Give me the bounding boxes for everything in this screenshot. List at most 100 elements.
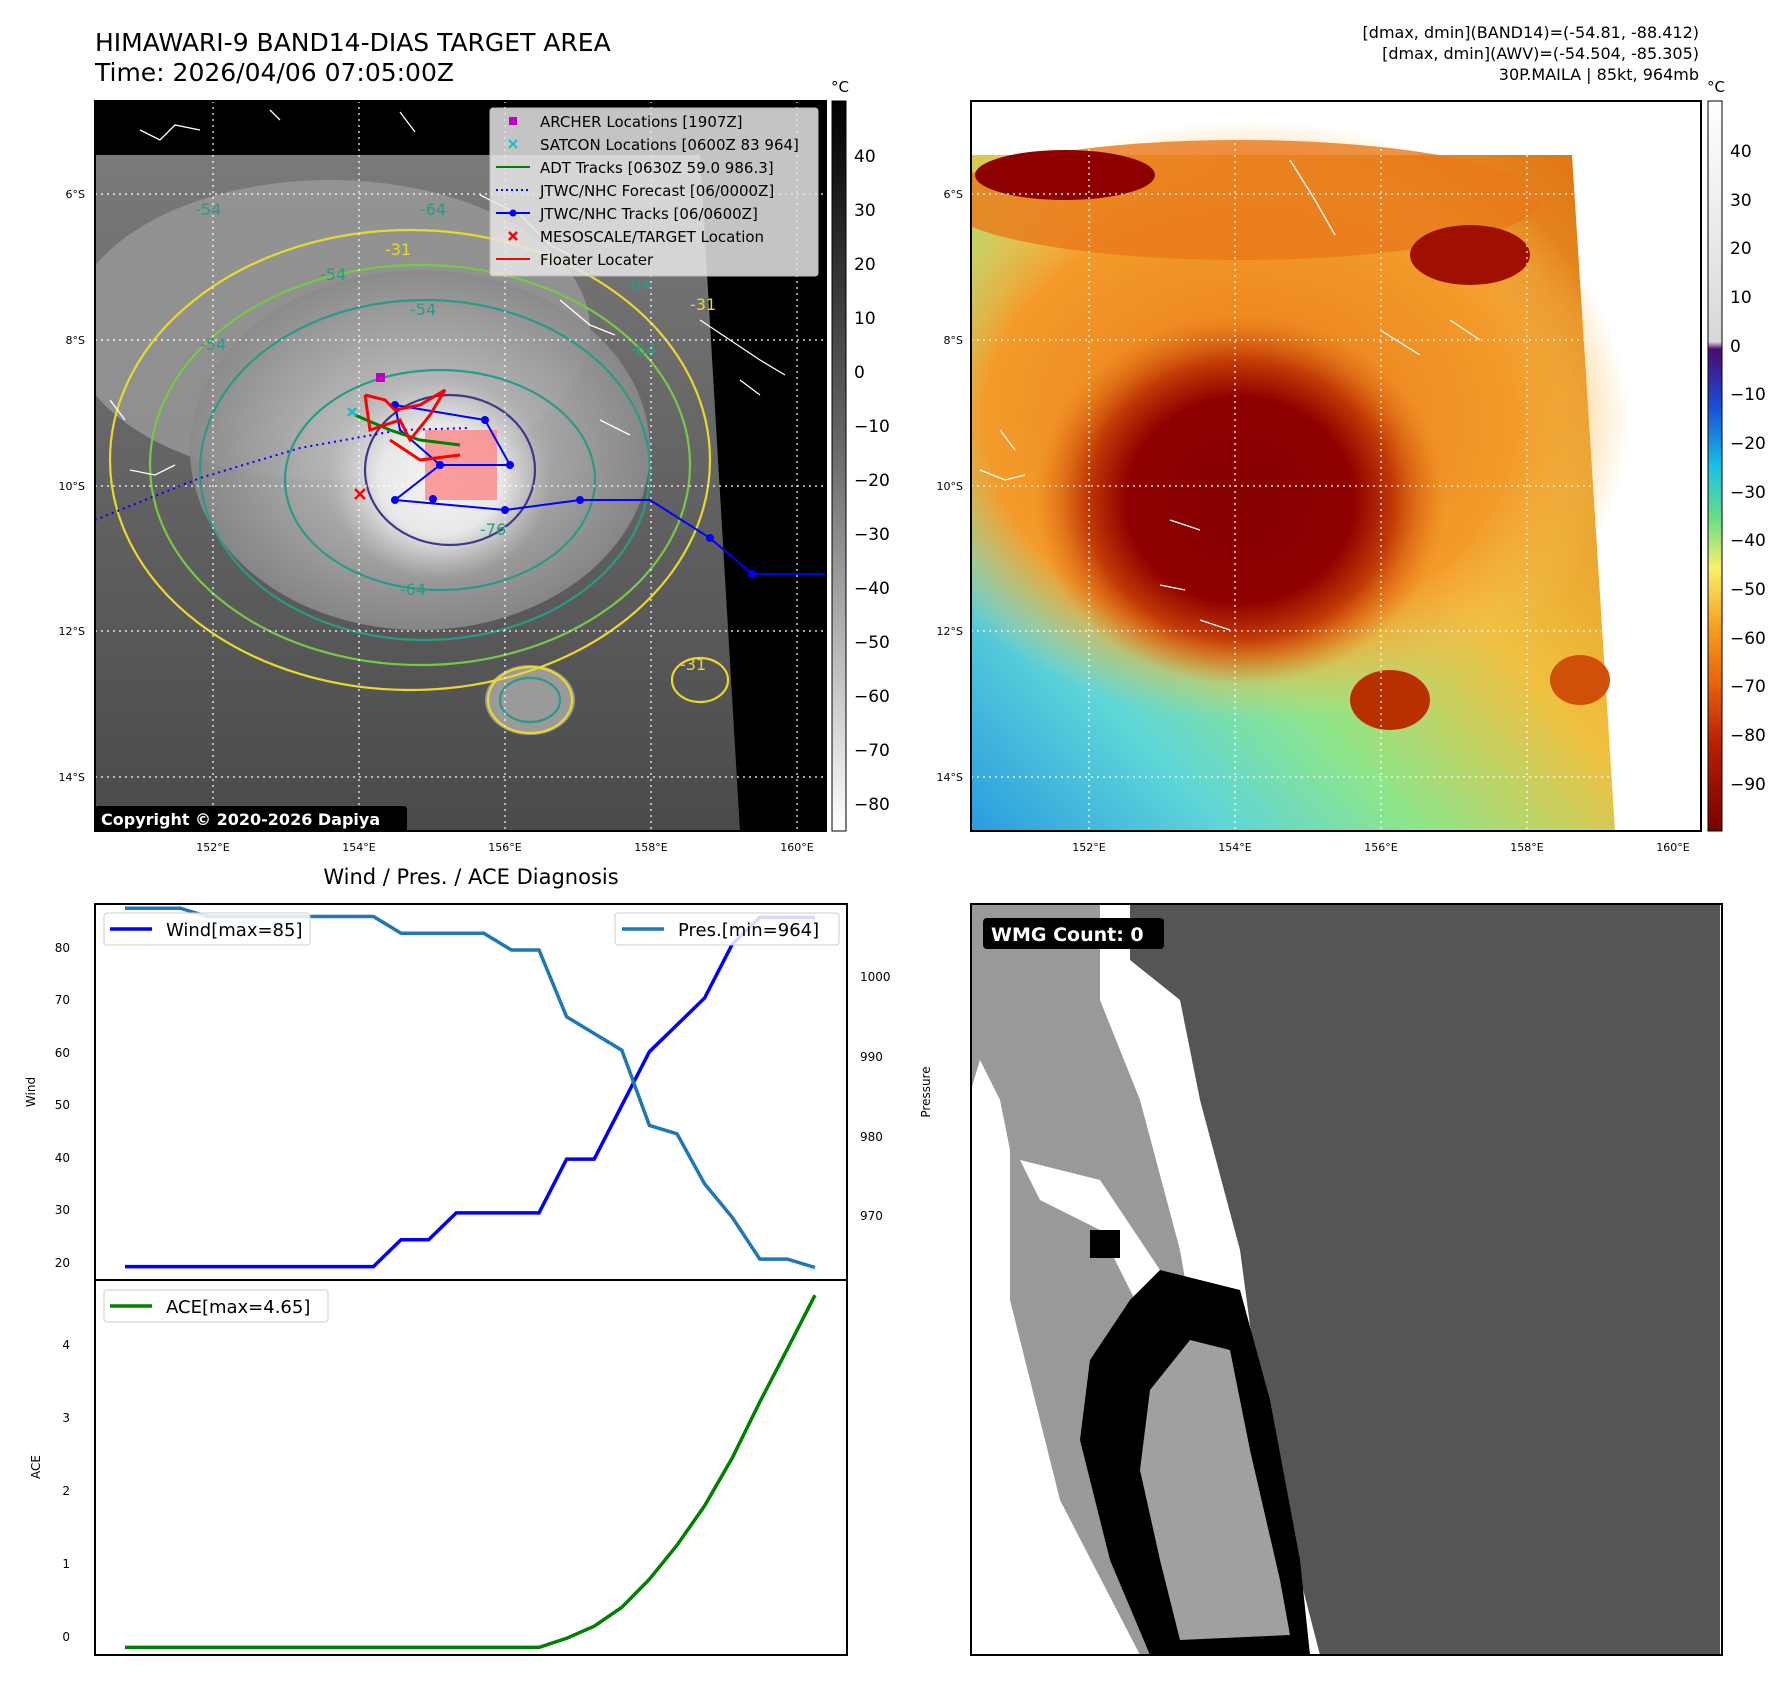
wmg-count-badge: WMG Count: 0 — [983, 918, 1164, 949]
wmg-core — [1140, 1340, 1290, 1640]
pres-y-ticks: 1000 990 980 970 — [860, 970, 891, 1223]
colorbar-tick: 40 — [854, 147, 876, 167]
pres-axis-label: Pressure — [919, 1066, 933, 1117]
ace-tick: 2 — [62, 1484, 70, 1498]
contour-label: -31 — [385, 240, 411, 259]
lon-label: 156°E — [1364, 841, 1397, 854]
lat-label: 8°S — [944, 334, 963, 347]
diag-lines — [124, 906, 817, 1650]
pres-tick: 990 — [860, 1050, 883, 1064]
colorbar-unit: °C — [1707, 78, 1725, 96]
legend-archer-icon — [509, 117, 517, 125]
lon-label: 158°E — [1510, 841, 1543, 854]
lon-label: 156°E — [488, 841, 521, 854]
legend-tracks-icon — [496, 209, 530, 217]
wmg-frame — [970, 903, 1723, 1656]
ace-tick: 1 — [62, 1557, 70, 1571]
colorbar-tick: −60 — [854, 687, 890, 707]
legend-label: Floater Locater — [540, 251, 654, 269]
lat-label: 10°S — [937, 480, 963, 493]
lat-label: 8°S — [66, 334, 85, 347]
color-map — [971, 101, 1701, 831]
pres-tick: 1000 — [860, 970, 891, 984]
wind-pres-frame — [94, 903, 848, 1281]
colorbar-tick: 30 — [854, 201, 876, 221]
color-coastlines — [979, 159, 1481, 631]
lon-label: 152°E — [196, 841, 229, 854]
legend-label: MESOSCALE/TARGET Location — [540, 228, 764, 246]
wind-tick: 40 — [55, 1151, 70, 1165]
lat-label: 6°S — [66, 188, 85, 201]
wind-tick: 20 — [55, 1256, 70, 1270]
colorbar-tick: −90 — [1730, 775, 1766, 795]
colorbar-tick: 0 — [854, 363, 865, 383]
wind-line — [125, 915, 815, 1269]
colorbar-tick: 20 — [1730, 239, 1752, 259]
page-title: HIMAWARI-9 BAND14-DIAS TARGET AREA — [95, 28, 611, 57]
colorbar-tick: −40 — [854, 579, 890, 599]
colorbar-tick: 30 — [1730, 191, 1752, 211]
contour-label: -64 — [400, 580, 426, 599]
band14-range: [dmax, dmin](BAND14)=(-54.81, -88.412) — [1363, 23, 1699, 42]
color-colorbar: °C 40 30 20 10 0 −10 −20 −30 −40 −50 −60… — [1707, 78, 1766, 832]
wind-axis-label: Wind — [24, 1077, 38, 1107]
colorbar-tick: −50 — [854, 633, 890, 653]
ace-legend-text: ACE[max=4.65] — [166, 1297, 310, 1318]
contour-label: -76 — [480, 520, 506, 539]
wind-legend: Wind[max=85] — [103, 912, 311, 946]
gray-colorbar: °C 40 30 20 10 0 −10 −20 −30 −40 −50 −60… — [831, 78, 890, 832]
ace-tick: 4 — [62, 1338, 70, 1352]
colorbar-tick: −50 — [1730, 580, 1766, 600]
diag-title: Wind / Pres. / ACE Diagnosis — [323, 865, 618, 889]
pres-tick: 970 — [860, 1209, 883, 1223]
legend-mesoscale-icon — [508, 231, 518, 241]
lat-label: 14°S — [937, 771, 963, 784]
floater-locater — [363, 388, 461, 462]
colorbar-unit: °C — [831, 78, 849, 96]
colorbar-tick: −30 — [1730, 483, 1766, 503]
ace-y-ticks: 4 3 2 1 0 — [62, 1338, 70, 1644]
contour-label: -54 — [200, 335, 226, 354]
contour-label: -54 — [410, 300, 436, 319]
ir-map: -54 -54 -54 -54 -64 -64 -64 -64 -76 -31 … — [95, 101, 826, 831]
wind-tick: 80 — [55, 941, 70, 955]
map2-grid — [971, 101, 1701, 831]
contour-label: -54 — [195, 200, 221, 219]
lon-label: 158°E — [634, 841, 667, 854]
legend-label: JTWC/NHC Tracks [06/0600Z] — [539, 205, 758, 223]
ace-frame — [94, 1279, 848, 1656]
lon-label: 154°E — [342, 841, 375, 854]
colorbar-tick: −10 — [1730, 385, 1766, 405]
adt-track — [354, 413, 461, 447]
colorbar-tick: 0 — [1730, 337, 1741, 357]
colorbar-tick: −20 — [854, 471, 890, 491]
colorbar-tick: 20 — [854, 255, 876, 275]
ir-map-frame — [94, 100, 827, 832]
contour-label: -54 — [320, 265, 346, 284]
colorbar-tick: 40 — [1730, 142, 1752, 162]
wind-legend-text: Wind[max=85] — [166, 920, 303, 941]
lat-label: 12°S — [937, 625, 963, 638]
storm-info: 30P.MAILA | 85kt, 964mb — [1499, 65, 1699, 84]
ace-axis-label: ACE — [29, 1455, 43, 1479]
wind-tick: 30 — [55, 1203, 70, 1217]
colorbar-tick: −60 — [1730, 629, 1766, 649]
contour-label: -64 — [630, 340, 656, 359]
copyright-text: Copyright © 2020-2026 Dapiya — [101, 810, 380, 829]
wind-y-ticks: 80 70 60 50 40 30 20 — [55, 941, 70, 1270]
ace-legend: ACE[max=4.65] — [103, 1289, 329, 1323]
legend-label: ADT Tracks [0630Z 59.0 986.3] — [540, 159, 774, 177]
colorbar-tick: −70 — [854, 741, 890, 761]
lat-label: 10°S — [59, 480, 85, 493]
contour-label: -64 — [420, 200, 446, 219]
colorbar-tick: −30 — [854, 525, 890, 545]
contour-lines — [108, 228, 730, 735]
colorbar-tick: −40 — [1730, 531, 1766, 551]
contour-label: -31 — [680, 655, 706, 674]
legend-label: JTWC/NHC Forecast [06/0000Z] — [539, 182, 774, 200]
colorbar-tick: −20 — [1730, 434, 1766, 454]
mesoscale-target-marker — [354, 488, 366, 500]
lat-label: 12°S — [59, 625, 85, 638]
wind-tick: 60 — [55, 1046, 70, 1060]
colorbar-tick: 10 — [854, 309, 876, 329]
